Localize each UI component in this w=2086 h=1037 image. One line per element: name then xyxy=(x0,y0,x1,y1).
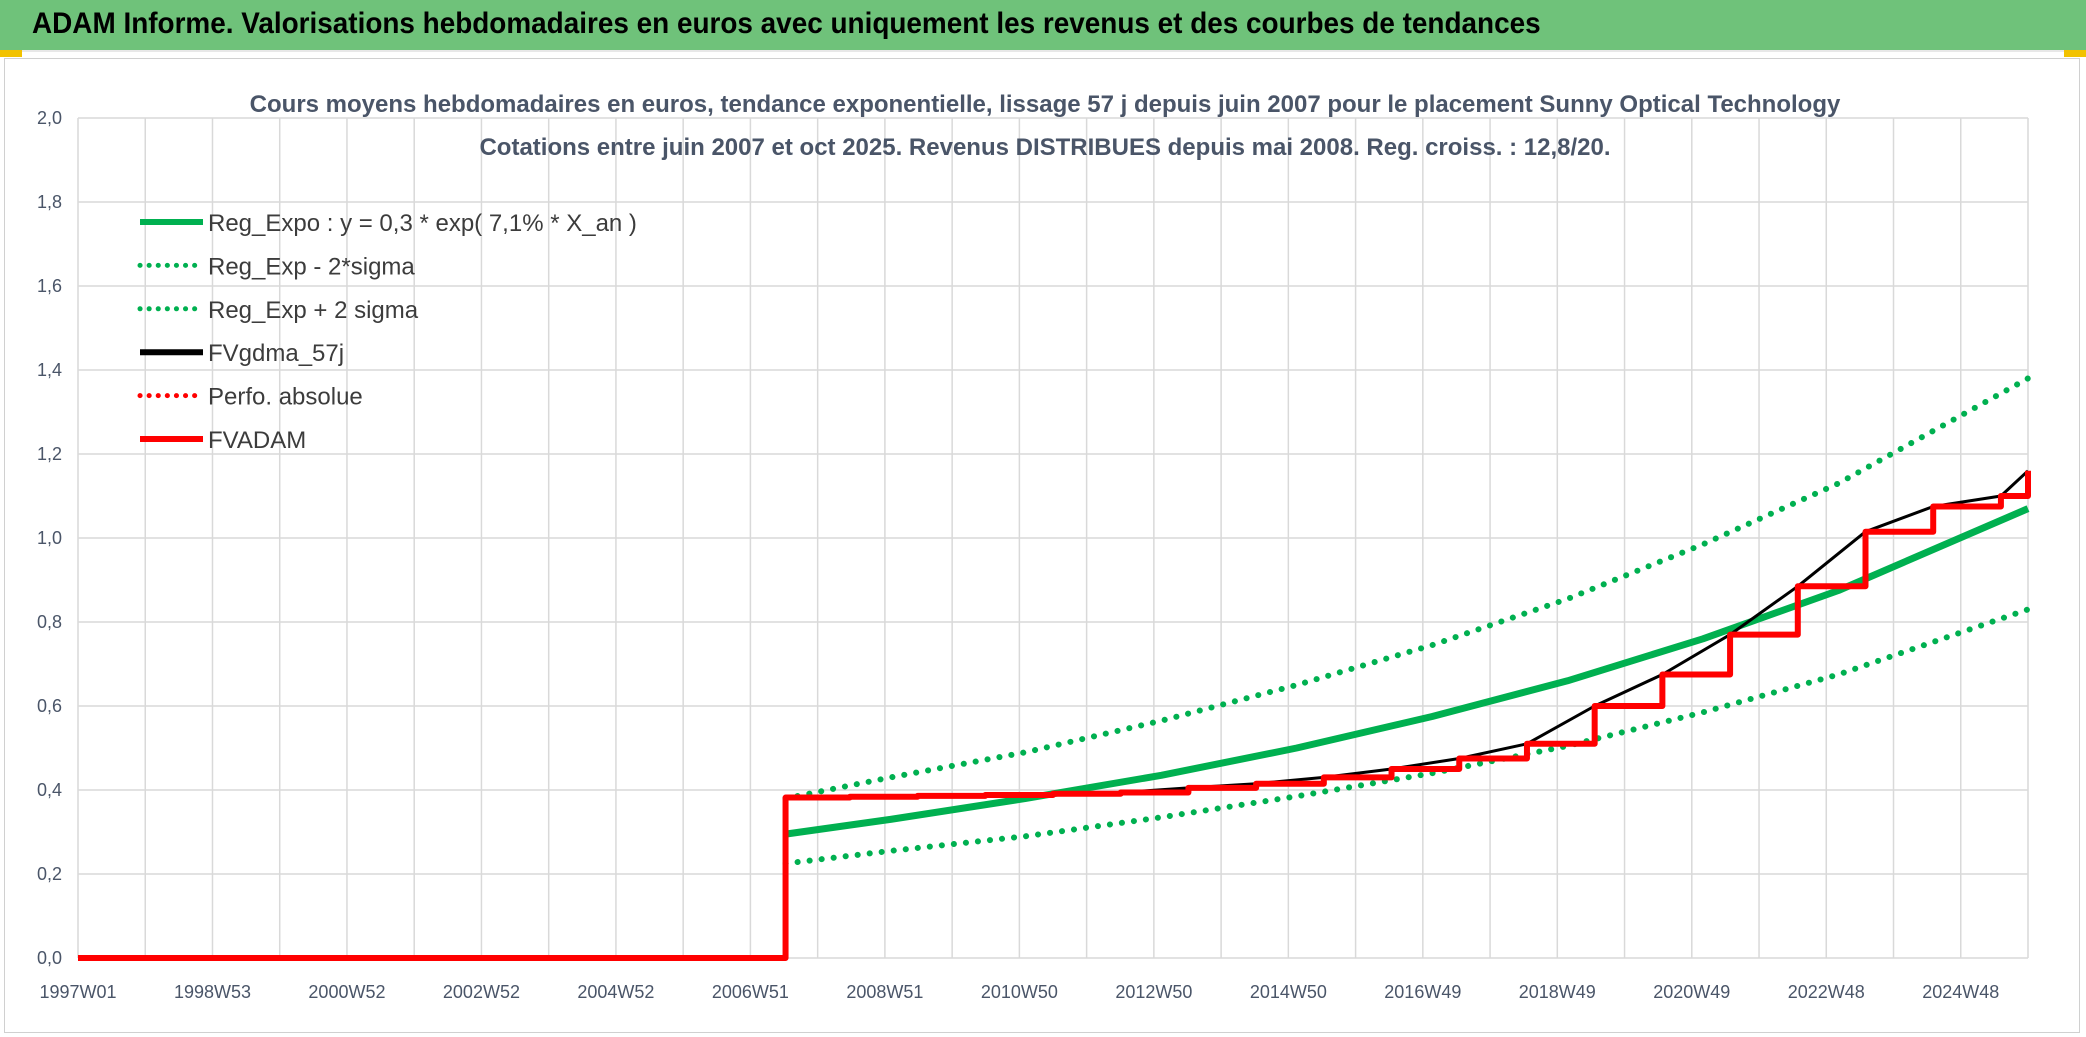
legend-label: Perfo. absolue xyxy=(208,384,363,411)
legend-label: Reg_Exp - 2*sigma xyxy=(208,253,415,280)
y-tick-label: 0,8 xyxy=(37,612,62,632)
x-tick-label: 2002W52 xyxy=(443,982,520,1002)
header-accent-left xyxy=(0,50,22,57)
x-tick-label: 2020W49 xyxy=(1653,982,1730,1002)
series-line-4 xyxy=(78,470,2031,961)
x-tick-label: 1997W01 xyxy=(39,982,116,1002)
page-title: ADAM Informe. Valorisations hebdomadaire… xyxy=(32,7,1541,40)
legend: Reg_Expo : y = 0,3 * exp( 7,1% * X_an ) R… xyxy=(137,210,637,454)
y-tick-label: 1,2 xyxy=(37,444,62,464)
x-axis-ticks: 1997W01 1998W53 2000W52 2002W52 2004W52 2006W… xyxy=(39,982,1999,1002)
y-tick-label: 1,6 xyxy=(37,276,62,296)
series-line-0 xyxy=(782,606,2031,867)
legend-label: Reg_Expo : y = 0,3 * exp( 7,1% * X_an ) xyxy=(208,210,637,237)
y-tick-label: 0,6 xyxy=(37,696,62,716)
series-line-2 xyxy=(785,505,2030,838)
legend-label: FVADAM xyxy=(208,427,306,454)
x-tick-label: 2018W49 xyxy=(1519,982,1596,1002)
legend-label: Reg_Exp + 2 sigma xyxy=(208,297,419,324)
y-tick-label: 1,8 xyxy=(37,192,62,212)
series-line-3 xyxy=(78,469,2030,960)
x-tick-label: 2024W48 xyxy=(1922,982,1999,1002)
x-tick-label: 2014W50 xyxy=(1250,982,1327,1002)
x-tick-label: 2008W51 xyxy=(846,982,923,1002)
chart-frame xyxy=(4,58,2080,1033)
x-tick-label: 2000W52 xyxy=(308,982,385,1002)
x-tick-label: 1998W53 xyxy=(174,982,251,1002)
series-lines xyxy=(78,375,2031,961)
x-tick-label: 2016W49 xyxy=(1384,982,1461,1002)
y-tick-label: 0,2 xyxy=(37,864,62,884)
x-tick-label: 2012W50 xyxy=(1115,982,1192,1002)
x-tick-label: 2004W52 xyxy=(577,982,654,1002)
chart-title-line1: Cours moyens hebdomadaires en euros, ten… xyxy=(250,91,1841,118)
y-tick-label: 0,0 xyxy=(37,948,62,968)
series-line-1 xyxy=(782,375,2031,802)
grid-lines xyxy=(77,117,2029,959)
y-tick-label: 0,4 xyxy=(37,780,62,800)
chart-title-line2: Cotations entre juin 2007 et oct 2025. R… xyxy=(479,134,1610,161)
legend-label: FVgdma_57j xyxy=(208,340,344,367)
x-tick-label: 2010W50 xyxy=(981,982,1058,1002)
y-axis-ticks: 0,0 0,2 0,4 0,6 0,8 1,0 1,2 1,4 1,6 1,8 2,0 xyxy=(37,108,62,968)
x-tick-label: 2006W51 xyxy=(712,982,789,1002)
header-accent-right xyxy=(2064,50,2086,57)
y-tick-label: 1,4 xyxy=(37,360,62,380)
y-tick-label: 2,0 xyxy=(37,108,62,128)
x-tick-label: 2022W48 xyxy=(1788,982,1865,1002)
header-bar: ADAM Informe. Valorisations hebdomadaire… xyxy=(0,0,2086,57)
y-tick-label: 1,0 xyxy=(37,528,62,548)
